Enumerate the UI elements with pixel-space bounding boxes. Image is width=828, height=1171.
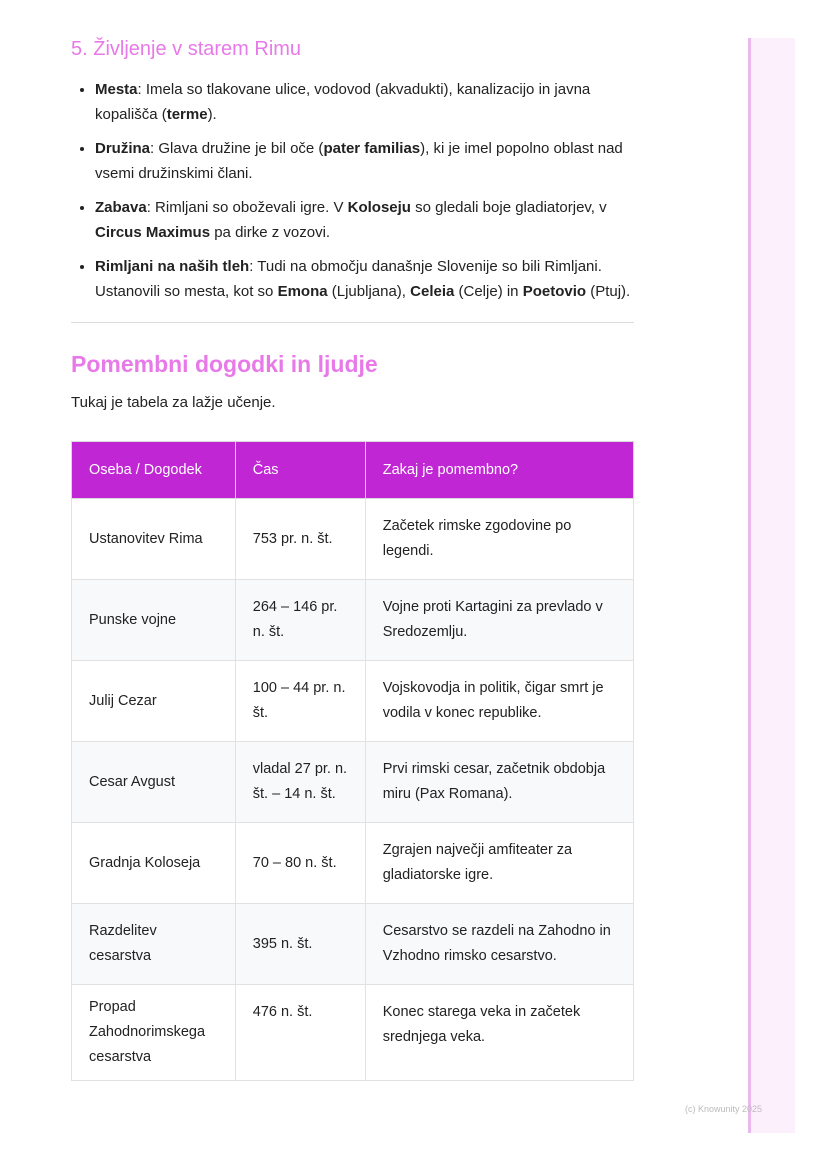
text: : Tudi na območju današnje Slovenije so … bbox=[95, 258, 602, 300]
table-row: Propad Zahodnorimskega cesarstva 476 n. š… bbox=[71, 984, 635, 1081]
table-cell: Zgrajen največji amfiteater za gladiator… bbox=[364, 822, 635, 904]
bold-term: Rimljani na naših tleh bbox=[95, 258, 250, 275]
table-cell: Julij Cezar bbox=[71, 660, 236, 742]
divider bbox=[71, 322, 634, 323]
text: (Ljubljana), bbox=[327, 283, 411, 300]
sidebar-strip bbox=[748, 38, 795, 1133]
bold-term: Mesta bbox=[95, 81, 138, 98]
footer-copyright: (c) Knowunity 2025 bbox=[685, 1104, 763, 1114]
table-cell: 753 pr. n. št. bbox=[234, 498, 366, 580]
table-row: Cesar Avgust vladal 27 pr. n. št. – 14 n.… bbox=[71, 741, 635, 823]
table-cell: 264 – 146 pr. n. št. bbox=[234, 579, 366, 661]
column-header: Zakaj je pomembno? bbox=[364, 441, 635, 499]
text: so gledali boje gladiatorjev, v bbox=[410, 199, 607, 216]
table-cell: Cesar Avgust bbox=[71, 741, 236, 823]
list-item: Rimljani na naših tleh: Tudi na območju … bbox=[95, 254, 634, 304]
text: (Ptuj). bbox=[586, 283, 631, 300]
bold-term: Celeia bbox=[410, 283, 455, 300]
text: : Imela so tlakovane ulice, vodovod (akv… bbox=[95, 81, 591, 123]
text: : Rimljani so oboževali igre. V bbox=[146, 199, 348, 216]
text: ), ki je imel popolno oblast nad vsemi d… bbox=[95, 140, 623, 182]
table-cell: Razdelitev cesarstva bbox=[71, 903, 236, 985]
list-item: Mesta: Imela so tlakovane ulice, vodovod… bbox=[95, 77, 634, 127]
table-cell: Propad Zahodnorimskega cesarstva bbox=[71, 984, 236, 1081]
list-item: Družina: Glava družine je bil oče (pater… bbox=[95, 136, 634, 186]
text: : Glava družine je bil oče ( bbox=[150, 140, 324, 157]
table-cell: Konec starega veka in začetek srednjega … bbox=[364, 984, 635, 1081]
bold-term: Emona bbox=[277, 283, 328, 300]
intro-text: Tukaj je tabela za lažje učenje. bbox=[71, 394, 276, 411]
table-cell: Vojne proti Kartagini za prevlado v Sred… bbox=[364, 579, 635, 661]
text: (Celje) in bbox=[454, 283, 523, 300]
bold-term: pater familias bbox=[323, 140, 421, 157]
table-cell: 395 n. št. bbox=[234, 903, 366, 985]
table-cell: 100 – 44 pr. n. št. bbox=[234, 660, 366, 742]
table-row: Julij Cezar 100 – 44 pr. n. št. Vojskovodj… bbox=[71, 660, 635, 742]
table-row: Gradnja Koloseja 70 – 80 n. št. Zgrajen na… bbox=[71, 822, 635, 904]
text: ). bbox=[207, 106, 217, 123]
bullet-list: Mesta: Imela so tlakovane ulice, vodovod… bbox=[71, 77, 634, 304]
text: pa dirke z vozovi. bbox=[210, 224, 331, 241]
page-heading: Pomembni dogodki in ljudje bbox=[71, 351, 378, 377]
section-heading: 5. Življenje v starem Rimu bbox=[71, 38, 302, 60]
table-cell: Punske vojne bbox=[71, 579, 236, 661]
table-row: Ustanovitev Rima 753 pr. n. št. Začetek ri… bbox=[71, 498, 635, 580]
bold-term: Poetovio bbox=[522, 283, 587, 300]
column-header: Oseba / Dogodek bbox=[71, 441, 236, 499]
table-cell: Ustanovitev Rima bbox=[71, 498, 236, 580]
table-cell: Vojskovodja in politik, čigar smrt je vo… bbox=[364, 660, 635, 742]
bold-term: terme bbox=[166, 106, 208, 123]
table-row: Punske vojne 264 – 146 pr. n. št. Vojne pr… bbox=[71, 579, 635, 661]
table-cell: Gradnja Koloseja bbox=[71, 822, 236, 904]
bold-term: Circus Maximus bbox=[95, 224, 211, 241]
bold-term: Družina bbox=[95, 140, 151, 157]
list-item: Zabava: Rimljani so oboževali igre. V Ko… bbox=[95, 195, 634, 245]
table-cell: Prvi rimski cesar, začetnik obdobja miru… bbox=[364, 741, 635, 823]
table-cell: 70 – 80 n. št. bbox=[234, 822, 366, 904]
table-header-row: Oseba / Dogodek Čas Zakaj je pomembno? bbox=[71, 441, 635, 499]
table-cell: vladal 27 pr. n. št. – 14 n. št. bbox=[234, 741, 366, 823]
table-cell: Začetek rimske zgodovine po legendi. bbox=[364, 498, 635, 580]
table-cell: Cesarstvo se razdeli na Zahodno in Vzhod… bbox=[364, 903, 635, 985]
table-row: Razdelitev cesarstva 395 n. št. Cesarstvo … bbox=[71, 903, 635, 985]
content: 5. Življenje v starem Rimu Mesta: Imela … bbox=[71, 38, 635, 1081]
table-cell: 476 n. št. bbox=[234, 984, 366, 1081]
bold-term: Koloseju bbox=[347, 199, 411, 216]
bold-term: Zabava bbox=[95, 199, 147, 216]
column-header: Čas bbox=[234, 441, 366, 499]
events-table: Oseba / Dogodek Čas Zakaj je pomembno? Ust… bbox=[71, 441, 635, 1081]
